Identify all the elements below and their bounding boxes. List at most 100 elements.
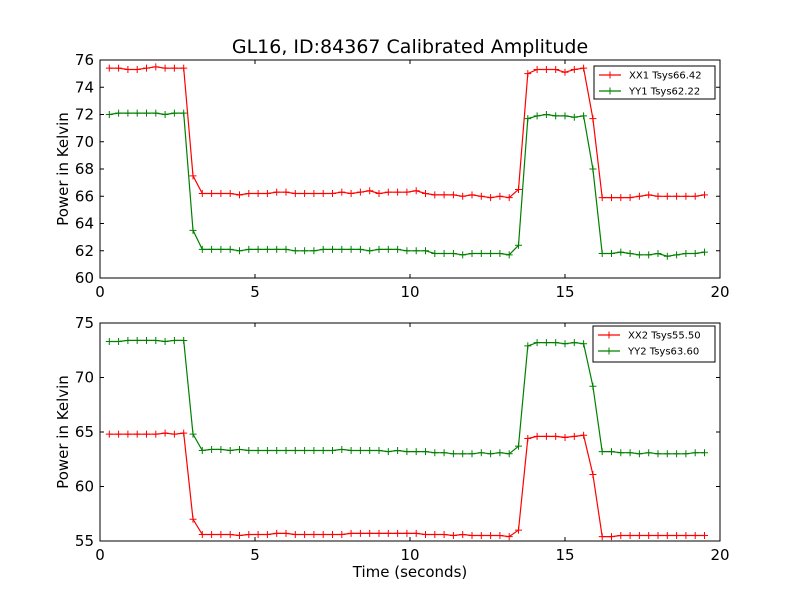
data-point (254, 190, 262, 198)
data-point (366, 447, 374, 455)
data-point (542, 66, 550, 74)
data-point (422, 448, 429, 456)
data-point (459, 251, 467, 259)
legend-label: YY1 Tsys62.22 (628, 87, 700, 98)
x-axis-label: Time (seconds) (352, 563, 468, 581)
bottom-subplot: 0 5 10 15 20 55 60 65 70 75 Power in Kelvin XX2 Tsy… (54, 314, 730, 564)
data-point (310, 247, 318, 255)
series-1 (105, 63, 708, 202)
data-point (217, 245, 225, 253)
data-point (663, 252, 671, 260)
data-point (440, 449, 448, 457)
data-point (673, 251, 681, 259)
data-point (338, 245, 346, 253)
data-point (663, 450, 671, 458)
data-point (440, 530, 448, 538)
y-tick-label: 74 (75, 78, 94, 96)
data-point (524, 115, 532, 123)
x-tick-label: 10 (400, 546, 419, 564)
data-point (561, 112, 569, 120)
data-point (496, 449, 504, 457)
legend-marker (605, 347, 613, 355)
y-tick-label: 76 (75, 51, 94, 69)
data-point (319, 530, 327, 538)
data-point (635, 251, 643, 259)
data-point (115, 109, 123, 117)
data-point (570, 66, 578, 74)
data-point (403, 529, 411, 537)
data-point (412, 448, 420, 456)
data-point (654, 249, 662, 257)
x-tick-label: 15 (555, 546, 574, 564)
data-point (654, 532, 662, 540)
data-point (375, 529, 383, 537)
data-point (403, 247, 411, 255)
data-point (542, 432, 550, 440)
series-2 (105, 336, 708, 458)
data-point (254, 530, 262, 538)
data-point (180, 64, 188, 72)
data-point (263, 245, 271, 253)
data-point (282, 447, 290, 455)
data-point (170, 430, 178, 438)
x-tick-label: 0 (95, 283, 105, 301)
data-point (635, 450, 643, 458)
legend-item: XX2 Tsys55.50 (598, 331, 701, 342)
data-point (552, 432, 560, 440)
data-point (319, 190, 327, 198)
data-point (329, 190, 336, 198)
data-point (589, 382, 597, 390)
data-point (449, 450, 457, 458)
data-point (505, 251, 513, 259)
y-tick-label: 60 (75, 269, 94, 287)
data-point (161, 111, 169, 118)
data-point (654, 192, 662, 200)
data-point (459, 530, 467, 538)
data-point (542, 111, 550, 118)
y-tick-label: 70 (75, 369, 94, 387)
data-point (440, 191, 448, 199)
data-point (291, 447, 299, 455)
x-tick-label: 5 (250, 283, 260, 301)
data-point (366, 187, 374, 195)
data-point (598, 533, 606, 541)
data-point (487, 532, 495, 540)
data-point (115, 64, 123, 72)
data-point (477, 249, 485, 257)
data-point (701, 449, 708, 457)
data-point (608, 533, 615, 541)
data-point (598, 448, 606, 456)
data-point (133, 336, 141, 344)
data-point (505, 533, 513, 541)
legend-label: XX1 Tsys66.42 (629, 71, 702, 82)
data-point (161, 64, 169, 72)
data-point (152, 336, 160, 344)
legend-label: YY2 Tsys63.60 (627, 347, 699, 358)
data-point (170, 109, 178, 117)
data-point (208, 190, 216, 198)
data-point (282, 188, 290, 196)
data-point (226, 447, 234, 455)
data-point (301, 190, 309, 198)
data-point (161, 338, 169, 346)
data-point (152, 109, 160, 117)
data-point (124, 109, 132, 117)
data-point (477, 192, 485, 200)
data-point (236, 191, 243, 199)
data-point (282, 245, 290, 253)
data-point (645, 251, 653, 259)
data-point (598, 194, 606, 202)
data-point (663, 192, 671, 200)
data-point (412, 247, 420, 255)
data-point (198, 530, 206, 538)
data-point (347, 529, 355, 537)
data-point (301, 447, 309, 455)
legend-label: XX2 Tsys55.50 (628, 331, 701, 342)
data-point (347, 447, 355, 455)
data-point (263, 190, 271, 198)
figure-title: GL16, ID:84367 Calibrated Amplitude (232, 36, 588, 58)
data-point (189, 515, 197, 523)
data-point (319, 447, 327, 455)
data-point (338, 445, 346, 453)
data-point (635, 192, 643, 200)
